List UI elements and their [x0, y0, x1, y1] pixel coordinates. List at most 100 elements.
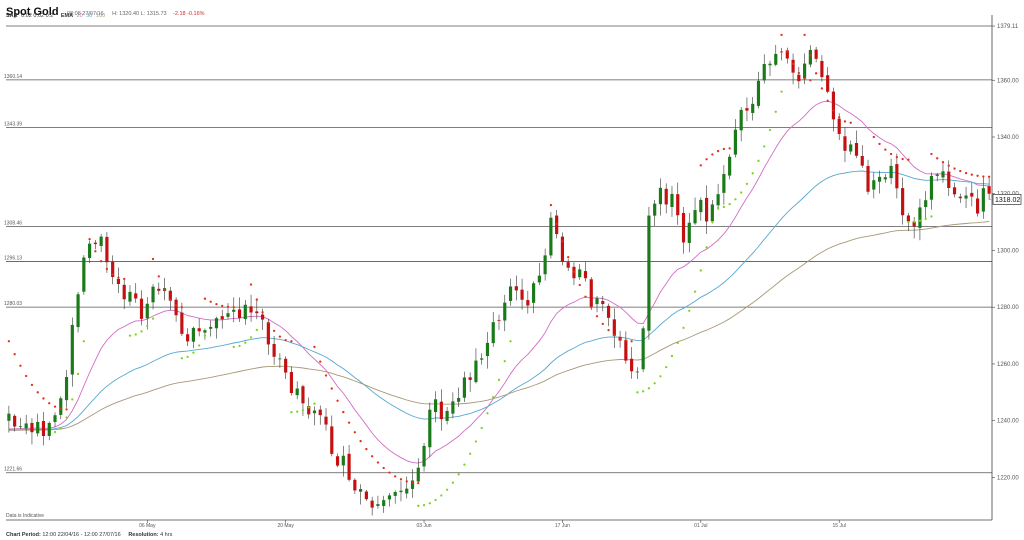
sar-dot	[370, 455, 374, 458]
candle-body	[595, 298, 599, 305]
sar-dot	[307, 406, 310, 409]
candle	[480, 353, 484, 365]
candle	[36, 413, 40, 437]
sar-dot	[636, 391, 639, 394]
candle-body	[151, 286, 155, 303]
sar-dot	[659, 375, 662, 378]
candle-body	[612, 319, 616, 336]
sar-dot	[128, 334, 132, 337]
sar-dot	[705, 246, 708, 249]
ema-20-line	[8, 100, 990, 464]
candle	[918, 198, 922, 241]
candle	[958, 193, 962, 203]
level-label: 1343.39	[4, 121, 22, 127]
candle	[630, 347, 634, 379]
candle-body	[255, 311, 259, 314]
level-label: 1308.46	[4, 220, 22, 226]
candle	[41, 411, 46, 446]
sar-dot	[347, 421, 351, 424]
candle-body	[88, 243, 92, 258]
candle-body	[808, 49, 812, 65]
sar-dot	[809, 54, 812, 57]
candle	[849, 140, 853, 155]
sar-dot	[157, 275, 160, 278]
sar-dot	[232, 306, 235, 309]
sar-dot	[878, 142, 881, 146]
candle-body	[157, 288, 161, 291]
candle	[116, 267, 121, 294]
candle-body	[41, 420, 46, 436]
sar-dot	[65, 416, 68, 419]
ema-20-label: 20	[76, 13, 83, 19]
sar-dot	[249, 336, 253, 339]
candle	[341, 445, 345, 477]
sar-dot	[826, 99, 829, 102]
sar-dot	[30, 383, 34, 386]
candle-body	[266, 322, 270, 345]
sar-dot	[255, 328, 258, 332]
chart-header: Spot Gold 08:08 27/07/16 H: 1320.40 L: 1…	[6, 2, 205, 20]
candle	[139, 290, 144, 326]
candle	[422, 443, 426, 472]
candle	[439, 389, 443, 431]
x-tick-label: 15 Jul	[833, 523, 846, 529]
candle	[76, 291, 80, 333]
candle	[370, 496, 374, 516]
sar-dot	[59, 407, 62, 410]
candle-body	[393, 491, 397, 496]
candle	[514, 275, 518, 301]
candle-body	[36, 421, 40, 434]
sar-dot	[555, 222, 558, 225]
y-tick-label: 1220.00	[997, 475, 1019, 481]
candle	[399, 481, 403, 502]
sar-dot	[699, 164, 702, 167]
sar-dot	[480, 426, 483, 430]
candle	[416, 458, 420, 484]
candle-body	[751, 103, 755, 113]
candle-body	[543, 255, 547, 275]
ema-100-label: 100	[95, 13, 106, 19]
sar-dot	[48, 402, 51, 405]
candle	[964, 186, 968, 208]
sar-dot	[180, 306, 184, 309]
candle-body	[191, 327, 195, 342]
sar-dot	[647, 387, 651, 390]
sar-dot	[192, 351, 195, 354]
resolution-label: Resolution:	[128, 532, 159, 538]
candle-body	[699, 199, 703, 213]
ema-label: EMA	[60, 13, 74, 19]
candle-body	[693, 210, 697, 224]
candle-body	[284, 358, 288, 373]
candle	[468, 372, 472, 392]
candle-body	[756, 80, 761, 106]
y-tick-label: 1240.00	[997, 419, 1019, 425]
candle	[791, 53, 795, 85]
candle-body	[318, 409, 322, 416]
candle	[462, 371, 466, 402]
candle	[520, 278, 524, 310]
sar-dot	[469, 452, 472, 455]
sar-dot	[301, 408, 305, 412]
candle-body	[814, 49, 818, 59]
candle	[877, 170, 882, 194]
candle-body	[272, 343, 276, 357]
candle-body	[508, 286, 513, 301]
sar-dot	[353, 431, 356, 434]
candle-body	[139, 298, 144, 319]
candle	[324, 408, 328, 431]
sar-dot	[336, 399, 339, 402]
sar-dot	[820, 87, 824, 90]
candle-body	[237, 309, 242, 319]
last-price-box	[992, 194, 1022, 205]
candle-body	[335, 456, 340, 466]
candle	[768, 60, 772, 76]
sar-dot	[365, 447, 368, 451]
candle-body	[180, 312, 184, 334]
candle	[445, 406, 449, 425]
candle-body	[918, 207, 922, 228]
sar-dot	[716, 206, 720, 210]
candle	[710, 200, 714, 224]
candle-body	[860, 156, 864, 166]
candle	[335, 453, 340, 468]
